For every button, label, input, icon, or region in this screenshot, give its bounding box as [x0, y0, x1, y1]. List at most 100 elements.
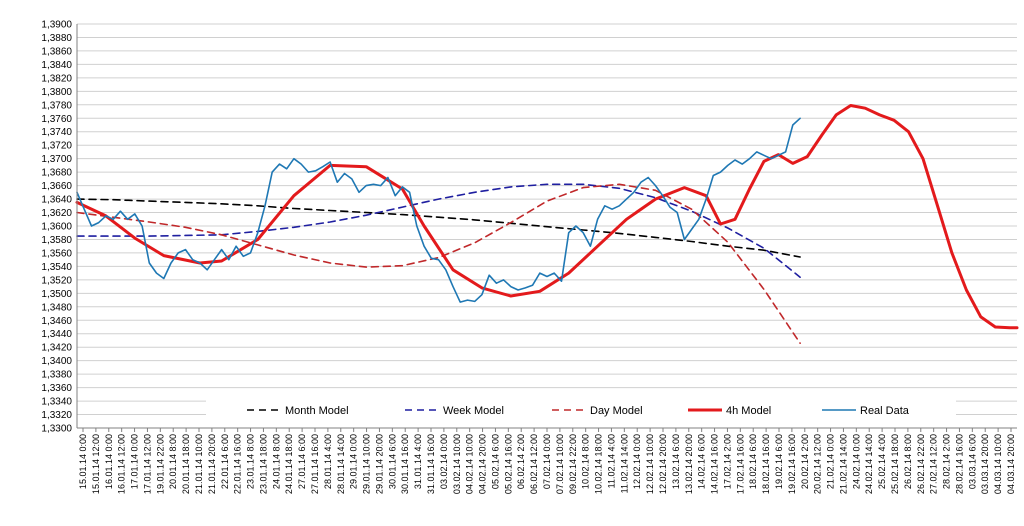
legend-label: Week Model: [443, 405, 504, 417]
y-tick-label: 1,3760: [41, 114, 72, 125]
x-tick-label: 24.01.14 18:00: [284, 434, 294, 494]
legend-label: Month Model: [285, 405, 349, 417]
x-tick-label: 13.02.14 6:00: [671, 434, 681, 489]
y-tick-label: 1,3420: [41, 343, 72, 354]
x-tick-label: 28.02.14 2:00: [942, 434, 952, 489]
y-tick-label: 1,3300: [41, 424, 72, 435]
x-tick-label: 28.01.14 14:00: [336, 434, 346, 494]
x-tick-label: 21.02.14 0:00: [826, 434, 836, 489]
x-tick-label: 24.02.14 0:00: [851, 434, 861, 489]
x-tick-label: 21.02.14 14:00: [838, 434, 848, 494]
x-tick-label: 18.02.14 16:00: [761, 434, 771, 494]
legend-label: 4h Model: [726, 405, 771, 417]
x-tick-label: 22.01.14 16:00: [233, 434, 243, 494]
y-tick-label: 1,3520: [41, 275, 72, 286]
x-tick-label: 19.02.14 6:00: [774, 434, 784, 489]
x-tick-label: 16.01.14 0:00: [104, 434, 114, 489]
x-tick-label: 17.01.14 12:00: [142, 434, 152, 494]
y-tick-label: 1,3580: [41, 235, 72, 246]
x-tick-label: 03.03.14 6:00: [967, 434, 977, 489]
x-tick-label: 23.01.14 8:00: [246, 434, 256, 489]
x-tick-label: 17.02.14 2:00: [722, 434, 732, 489]
y-tick-label: 1,3540: [41, 262, 72, 273]
y-tick-label: 1,3720: [41, 141, 72, 152]
x-tick-label: 26.02.14 8:00: [903, 434, 913, 489]
y-tick-label: 1,3780: [41, 100, 72, 111]
x-tick-label: 10.02.14 18:00: [594, 434, 604, 494]
x-tick-label: 19.02.14 16:00: [787, 434, 797, 494]
x-tick-label: 03.02.14 10:00: [452, 434, 462, 494]
y-tick-label: 1,3680: [41, 168, 72, 179]
x-tick-label: 04.03.14 20:00: [1006, 434, 1016, 494]
y-tick-label: 1,3880: [41, 33, 72, 44]
y-tick-label: 1,3600: [41, 222, 72, 233]
x-tick-label: 16.01.14 12:00: [117, 434, 127, 494]
x-tick-label: 29.01.14 0:00: [349, 434, 359, 489]
x-tick-label: 11.02.14 14:00: [619, 434, 629, 493]
x-tick-label: 27.01.14 16:00: [310, 434, 320, 494]
x-tick-label: 30.01.14 16:00: [400, 434, 410, 494]
y-tick-label: 1,3560: [41, 248, 72, 259]
x-tick-label: 04.02.14 20:00: [478, 434, 488, 494]
x-tick-label: 25.02.14 4:00: [877, 434, 887, 489]
x-tick-label: 30.01.14 6:00: [387, 434, 397, 489]
y-tick-label: 1,3660: [41, 181, 72, 192]
x-tick-label: 03.02.14 0:00: [439, 434, 449, 489]
x-tick-label: 27.02.14 12:00: [929, 434, 939, 494]
x-tick-label: 20.02.14 2:00: [800, 434, 810, 489]
x-tick-label: 07.02.14 10:00: [555, 434, 565, 494]
x-tick-label: 05.02.14 16:00: [503, 434, 513, 494]
y-tick-label: 1,3860: [41, 46, 72, 57]
x-tick-label: 29.01.14 20:00: [374, 434, 384, 494]
y-tick-label: 1,3320: [41, 410, 72, 421]
y-axis-tick-labels: 1,3300 1,3320 1,3340 1,3360 1,3380 1,3400 1,34…: [41, 20, 72, 435]
x-tick-label: 12.02.14 10:00: [645, 434, 655, 494]
series-lines: [75, 104, 1019, 345]
y-tick-label: 1,3740: [41, 127, 72, 138]
x-tick-label: 04.03.14 10:00: [993, 434, 1003, 494]
y-tick-label: 1,3620: [41, 208, 72, 219]
x-tick-label: 21.01.14 20:00: [207, 434, 217, 494]
y-tick-label: 1,3340: [41, 397, 72, 408]
x-tick-label: 14.02.14 6:00: [697, 434, 707, 489]
series-line-real-data: [76, 117, 801, 303]
x-tick-label: 28.02.14 16:00: [954, 434, 964, 494]
series-line-4h-model: [75, 104, 1019, 330]
y-tick-label: 1,3840: [41, 60, 72, 71]
x-tick-label: 04.02.14 10:00: [465, 434, 475, 494]
x-tick-label: 31.01.14 16:00: [426, 434, 436, 494]
x-tick-label: 15.01.14 12:00: [91, 434, 101, 494]
x-tick-label: 13.02.14 20:00: [684, 434, 694, 494]
series-line-month-model: [76, 198, 801, 258]
x-tick-label: 26.02.14 22:00: [916, 434, 926, 494]
y-tick-label: 1,3800: [41, 87, 72, 98]
x-tick-label: 17.02.14 16:00: [735, 434, 745, 494]
x-tick-label: 12.02.14 20:00: [658, 434, 668, 494]
x-tick-label: 11.02.14 4:00: [606, 434, 616, 488]
x-tick-label: 03.03.14 20:00: [980, 434, 990, 494]
x-tick-label: 06.02.14 12:00: [529, 434, 539, 494]
x-tick-label: 05.02.14 6:00: [490, 434, 500, 489]
x-tick-label: 31.01.14 4:00: [413, 434, 423, 489]
y-tick-label: 1,3440: [41, 329, 72, 340]
x-tick-label: 24.02.14 14:00: [864, 434, 874, 494]
x-tick-label: 27.01.14 6:00: [297, 434, 307, 489]
x-tick-label: 14.02.14 16:00: [710, 434, 720, 494]
x-tick-label: 09.02.14 22:00: [568, 434, 578, 494]
x-tick-label: 21.01.14 10:00: [194, 434, 204, 494]
y-tick-label: 1,3400: [41, 356, 72, 367]
legend: Month Model Week Model Day Model 4h Model Re…: [206, 399, 956, 421]
x-tick-label: 12.02.14 0:00: [632, 434, 642, 489]
y-tick-label: 1,3500: [41, 289, 72, 300]
x-tick-label: 28.01.14 4:00: [323, 434, 333, 489]
x-tick-label: 07.02.14 0:00: [542, 434, 552, 489]
legend-label: Real Data: [860, 405, 910, 417]
y-tick-label: 1,3360: [41, 383, 72, 394]
y-tick-label: 1,3700: [41, 154, 72, 165]
x-tick-label: 06.02.14 2:00: [516, 434, 526, 489]
y-tick-label: 1,3480: [41, 302, 72, 313]
y-tick-label: 1,3640: [41, 195, 72, 206]
x-axis-tick-labels: 15.01.14 0:00 15.01.14 12:00 16.01.14 0:00…: [78, 428, 1016, 494]
x-tick-label: 20.01.14 18:00: [181, 434, 191, 494]
x-tick-label: 19.01.14 22:00: [155, 434, 165, 494]
